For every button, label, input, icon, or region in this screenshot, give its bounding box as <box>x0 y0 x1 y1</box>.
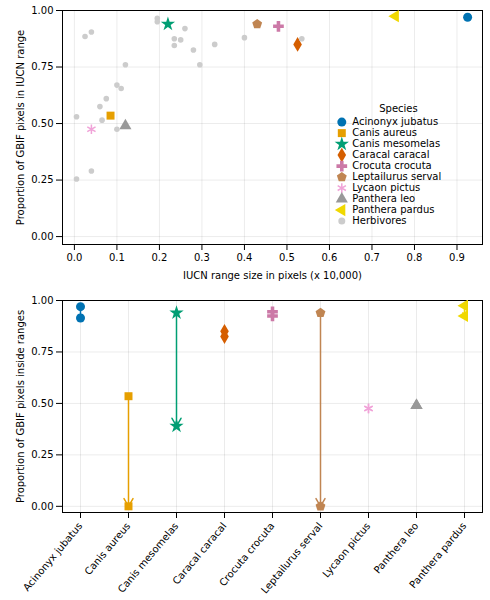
svg-text:Acinonyx jubatus: Acinonyx jubatus <box>21 520 85 593</box>
svg-text:Canis mesomelas: Canis mesomelas <box>352 138 440 149</box>
svg-text:0.75: 0.75 <box>31 346 53 357</box>
svg-text:Panthera leo: Panthera leo <box>372 520 421 575</box>
svg-text:Species: Species <box>379 103 418 114</box>
svg-text:Caracal caracal: Caracal caracal <box>170 520 229 587</box>
svg-text:Herbivores: Herbivores <box>352 215 406 226</box>
svg-text:Crocuta crocuta: Crocuta crocuta <box>352 160 431 171</box>
svg-text:0.00: 0.00 <box>31 501 53 512</box>
svg-text:Panthera leo: Panthera leo <box>352 193 415 204</box>
svg-text:0.2: 0.2 <box>151 252 167 263</box>
svg-text:0.0: 0.0 <box>66 252 82 263</box>
svg-text:Caracal caracal: Caracal caracal <box>352 149 429 160</box>
svg-text:0.6: 0.6 <box>322 252 338 263</box>
svg-text:Proportion of GBIF pixels insi: Proportion of GBIF pixels inside ranges <box>15 310 26 503</box>
svg-text:0.9: 0.9 <box>449 252 465 263</box>
svg-text:0.4: 0.4 <box>236 252 252 263</box>
svg-text:0.1: 0.1 <box>109 252 125 263</box>
svg-text:Proportion of GBIF pixels in I: Proportion of GBIF pixels in IUCN range <box>15 30 26 225</box>
svg-text:0.7: 0.7 <box>364 252 380 263</box>
svg-text:Crocuta crocuta: Crocuta crocuta <box>217 520 277 589</box>
svg-text:Leptailurus serval: Leptailurus serval <box>352 171 441 182</box>
svg-text:0.50: 0.50 <box>31 118 53 129</box>
svg-text:1.00: 1.00 <box>31 295 53 306</box>
svg-text:0.3: 0.3 <box>194 252 210 263</box>
svg-text:0.75: 0.75 <box>31 61 53 72</box>
svg-text:IUCN range size in pixels (x 1: IUCN range size in pixels (x 10,000) <box>183 270 362 281</box>
svg-text:Panthera pardus: Panthera pardus <box>407 520 468 590</box>
svg-text:0.25: 0.25 <box>31 449 53 460</box>
svg-text:Leptailurus serval: Leptailurus serval <box>259 520 325 595</box>
svg-text:Acinonyx jubatus: Acinonyx jubatus <box>352 116 438 127</box>
svg-text:0.25: 0.25 <box>31 174 53 185</box>
svg-text:1.00: 1.00 <box>31 5 53 16</box>
svg-text:Canis mesomelas: Canis mesomelas <box>116 520 181 594</box>
svg-text:Lycaon pictus: Lycaon pictus <box>352 182 420 193</box>
svg-text:Panthera pardus: Panthera pardus <box>352 204 434 215</box>
svg-text:Canis aureus: Canis aureus <box>82 520 132 577</box>
svg-text:0.00: 0.00 <box>31 231 53 242</box>
svg-text:0.8: 0.8 <box>407 252 423 263</box>
svg-text:Lycaon pictus: Lycaon pictus <box>320 520 372 579</box>
svg-text:Canis aureus: Canis aureus <box>352 127 417 138</box>
svg-text:0.5: 0.5 <box>279 252 295 263</box>
svg-text:0.50: 0.50 <box>31 398 53 409</box>
